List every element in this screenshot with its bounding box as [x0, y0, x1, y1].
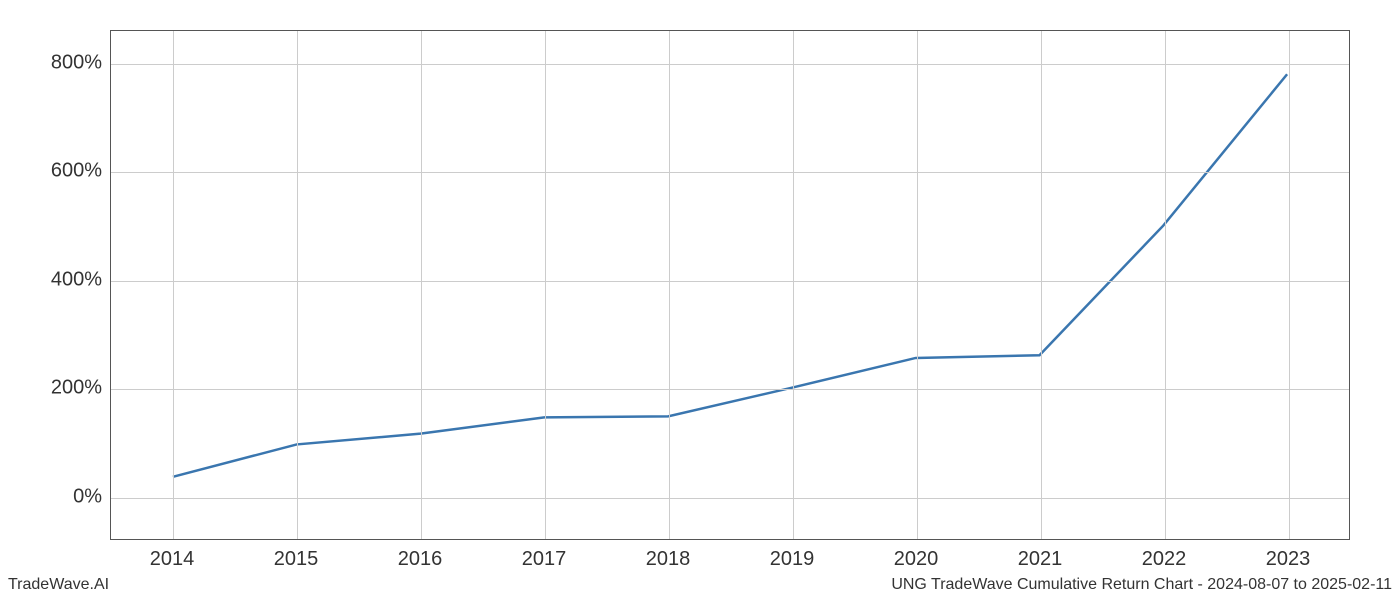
grid-line-vertical: [917, 31, 918, 539]
grid-line-vertical: [1289, 31, 1290, 539]
grid-line-horizontal: [111, 281, 1349, 282]
grid-line-horizontal: [111, 172, 1349, 173]
y-tick-label: 400%: [51, 268, 102, 291]
grid-line-horizontal: [111, 389, 1349, 390]
chart-area: [110, 30, 1350, 540]
grid-line-vertical: [545, 31, 546, 539]
grid-line-vertical: [669, 31, 670, 539]
footer-left-text: TradeWave.AI: [8, 576, 109, 594]
x-tick-label: 2021: [1018, 548, 1063, 571]
x-tick-label: 2018: [646, 548, 691, 571]
x-tick-label: 2016: [398, 548, 443, 571]
grid-line-vertical: [793, 31, 794, 539]
grid-line-vertical: [421, 31, 422, 539]
x-tick-label: 2017: [522, 548, 567, 571]
y-tick-label: 800%: [51, 51, 102, 74]
x-tick-label: 2023: [1266, 548, 1311, 571]
x-tick-label: 2022: [1142, 548, 1187, 571]
x-tick-label: 2014: [150, 548, 195, 571]
footer-right-text: UNG TradeWave Cumulative Return Chart - …: [891, 576, 1392, 594]
grid-line-horizontal: [111, 64, 1349, 65]
x-tick-label: 2015: [274, 548, 319, 571]
grid-line-vertical: [173, 31, 174, 539]
grid-line-vertical: [297, 31, 298, 539]
grid-line-horizontal: [111, 498, 1349, 499]
y-tick-label: 200%: [51, 377, 102, 400]
grid-line-vertical: [1165, 31, 1166, 539]
x-tick-label: 2019: [770, 548, 815, 571]
grid-line-vertical: [1041, 31, 1042, 539]
y-tick-label: 0%: [73, 485, 102, 508]
x-tick-label: 2020: [894, 548, 939, 571]
y-tick-label: 600%: [51, 160, 102, 183]
